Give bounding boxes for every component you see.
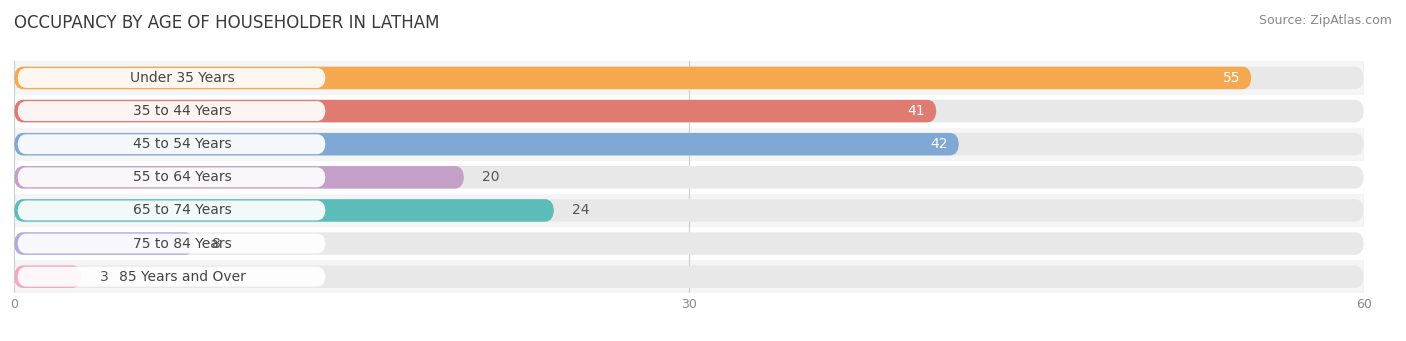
FancyBboxPatch shape xyxy=(14,166,1364,189)
Bar xyxy=(14,161,1364,194)
Text: 55: 55 xyxy=(1223,71,1240,85)
FancyBboxPatch shape xyxy=(14,133,959,155)
FancyBboxPatch shape xyxy=(14,232,1364,255)
FancyBboxPatch shape xyxy=(14,100,1364,122)
FancyBboxPatch shape xyxy=(14,232,194,255)
FancyBboxPatch shape xyxy=(14,67,1364,89)
FancyBboxPatch shape xyxy=(17,167,326,187)
FancyBboxPatch shape xyxy=(17,234,326,253)
FancyBboxPatch shape xyxy=(14,265,82,288)
FancyBboxPatch shape xyxy=(17,267,326,287)
FancyBboxPatch shape xyxy=(14,166,464,189)
Text: 42: 42 xyxy=(931,137,948,151)
FancyBboxPatch shape xyxy=(14,199,1364,222)
Bar xyxy=(14,227,1364,260)
Text: 65 to 74 Years: 65 to 74 Years xyxy=(134,204,232,218)
Bar xyxy=(14,260,1364,293)
Text: 85 Years and Over: 85 Years and Over xyxy=(120,270,246,284)
FancyBboxPatch shape xyxy=(14,265,1364,288)
Text: OCCUPANCY BY AGE OF HOUSEHOLDER IN LATHAM: OCCUPANCY BY AGE OF HOUSEHOLDER IN LATHA… xyxy=(14,14,440,32)
Text: 24: 24 xyxy=(572,204,589,218)
FancyBboxPatch shape xyxy=(14,199,554,222)
Text: 8: 8 xyxy=(212,237,221,251)
Text: 75 to 84 Years: 75 to 84 Years xyxy=(134,237,232,251)
Text: Source: ZipAtlas.com: Source: ZipAtlas.com xyxy=(1258,14,1392,27)
Text: 20: 20 xyxy=(482,170,499,184)
FancyBboxPatch shape xyxy=(17,134,326,154)
Text: 35 to 44 Years: 35 to 44 Years xyxy=(134,104,232,118)
Text: 41: 41 xyxy=(907,104,925,118)
FancyBboxPatch shape xyxy=(14,100,936,122)
FancyBboxPatch shape xyxy=(17,68,326,88)
Bar xyxy=(14,61,1364,94)
Bar xyxy=(14,128,1364,161)
Text: Under 35 Years: Under 35 Years xyxy=(131,71,235,85)
Text: 3: 3 xyxy=(100,270,108,284)
FancyBboxPatch shape xyxy=(17,201,326,220)
FancyBboxPatch shape xyxy=(14,67,1251,89)
Bar xyxy=(14,194,1364,227)
Text: 55 to 64 Years: 55 to 64 Years xyxy=(134,170,232,184)
Text: 45 to 54 Years: 45 to 54 Years xyxy=(134,137,232,151)
FancyBboxPatch shape xyxy=(17,101,326,121)
Bar xyxy=(14,94,1364,128)
FancyBboxPatch shape xyxy=(14,133,1364,155)
